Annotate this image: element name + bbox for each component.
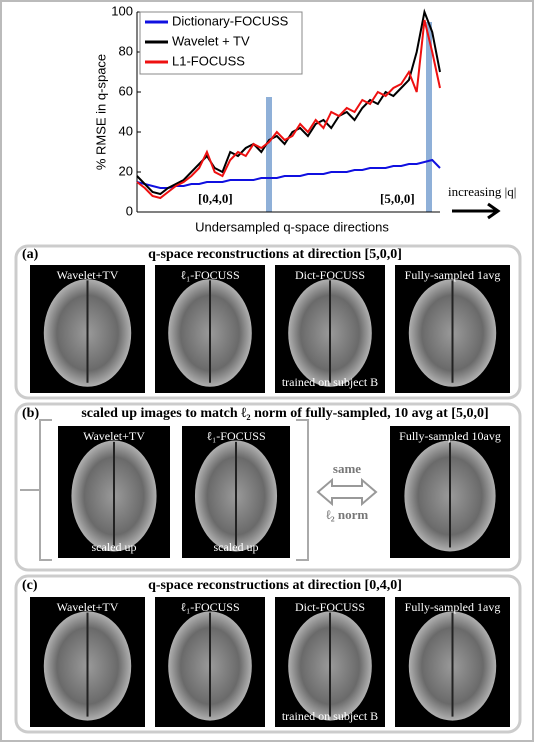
legend-label: Dictionary-FOCUSS — [172, 13, 289, 28]
image-caption: Dict-FOCUSS — [295, 600, 365, 614]
image-caption: ℓ₁-FOCUSS — [206, 429, 265, 443]
legend-label: L1-FOCUSS — [172, 53, 245, 68]
panel-label: (a) — [22, 247, 39, 262]
annotation: increasing |q| — [448, 184, 516, 199]
y-axis-label: % RMSE in q-space — [93, 54, 108, 170]
x-axis-label: Undersampled q-space directions — [195, 219, 389, 234]
y-tick-label: 80 — [119, 43, 133, 58]
y-tick-label: 40 — [119, 123, 133, 138]
image-note: trained on subject B — [282, 709, 378, 723]
page: 0 20 40 60 80 100 % RMSE in q-space Undersample… — [0, 0, 534, 742]
annotation: [0,4,0] — [198, 191, 233, 206]
side-text: ℓ₂ norm — [325, 507, 369, 522]
series-line — [137, 160, 440, 188]
image-caption: ℓ₁-FOCUSS — [180, 268, 239, 282]
chart: 0 20 40 60 80 100 % RMSE in q-space Undersample… — [93, 3, 516, 234]
highlight-band — [266, 97, 272, 212]
image-caption: Wavelet+TV — [83, 429, 145, 443]
double-arrow — [318, 480, 376, 504]
side-text: same — [333, 461, 361, 476]
image-caption: Dict-FOCUSS — [295, 268, 365, 282]
image-caption: Fully-sampled 10avg — [399, 429, 501, 443]
panel-label: (b) — [22, 406, 39, 421]
legend-label: Wavelet + TV — [172, 33, 250, 48]
image-caption: Wavelet+TV — [57, 268, 119, 282]
panel-title: q-space reconstructions at direction [0,… — [148, 578, 402, 593]
figure: 0 20 40 60 80 100 % RMSE in q-space Undersample… — [0, 0, 534, 742]
panel-title: q-space reconstructions at direction [5,… — [148, 247, 402, 262]
image-caption: Fully-sampled 1avg — [405, 600, 501, 614]
image-caption: Wavelet+TV — [57, 600, 119, 614]
arrow — [452, 204, 498, 218]
image-caption: ℓ₁-FOCUSS — [180, 600, 239, 614]
image-note: scaled up — [214, 540, 259, 554]
y-tick-label: 100 — [111, 3, 133, 18]
panel-label: (c) — [22, 578, 38, 593]
y-tick-label: 20 — [119, 163, 133, 178]
annotation: [5,0,0] — [380, 191, 415, 206]
panel-title: scaled up images to match ℓ₂ norm of ful… — [81, 406, 488, 421]
y-tick-label: 0 — [126, 203, 133, 218]
image-note: scaled up — [92, 540, 137, 554]
y-tick-label: 60 — [119, 83, 133, 98]
image-caption: Fully-sampled 1avg — [405, 268, 501, 282]
panels: (a) q-space reconstructions at direction … — [16, 246, 520, 732]
image-note: trained on subject B — [282, 375, 378, 389]
